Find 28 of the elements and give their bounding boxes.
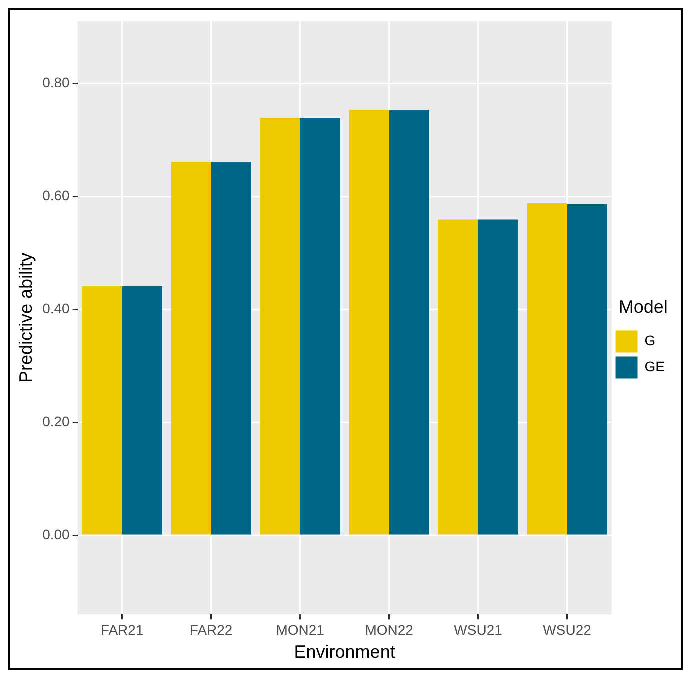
legend-label: G — [644, 332, 656, 349]
y-tick-label: 0.60 — [42, 187, 70, 204]
bar — [438, 220, 478, 535]
bar — [122, 286, 162, 535]
bar — [349, 110, 390, 535]
x-tick-label: MON22 — [365, 622, 414, 638]
legend-title: Model — [618, 297, 668, 318]
bar — [389, 110, 430, 535]
x-tick-label: WSU22 — [543, 622, 592, 638]
bar — [478, 220, 518, 535]
y-tick-label: 0.00 — [42, 526, 70, 542]
bar — [567, 204, 608, 535]
x-tick-label: WSU21 — [454, 622, 503, 638]
y-tick-label: 0.20 — [42, 413, 70, 430]
bar — [211, 162, 252, 535]
x-tick-label: MON21 — [276, 622, 325, 638]
y-tick-label: 0.40 — [42, 300, 70, 316]
bar — [171, 162, 212, 535]
y-axis-title: Predictive ability — [16, 252, 36, 384]
bar — [82, 286, 122, 535]
legend-label: GE — [644, 358, 666, 375]
y-tick-label: 0.80 — [42, 74, 70, 90]
bar — [260, 118, 300, 535]
bar — [527, 203, 568, 535]
x-axis-title: Environment — [294, 642, 396, 662]
x-tick-label: FAR22 — [190, 622, 233, 638]
x-tick-label: FAR21 — [100, 622, 144, 638]
bar — [300, 118, 340, 535]
